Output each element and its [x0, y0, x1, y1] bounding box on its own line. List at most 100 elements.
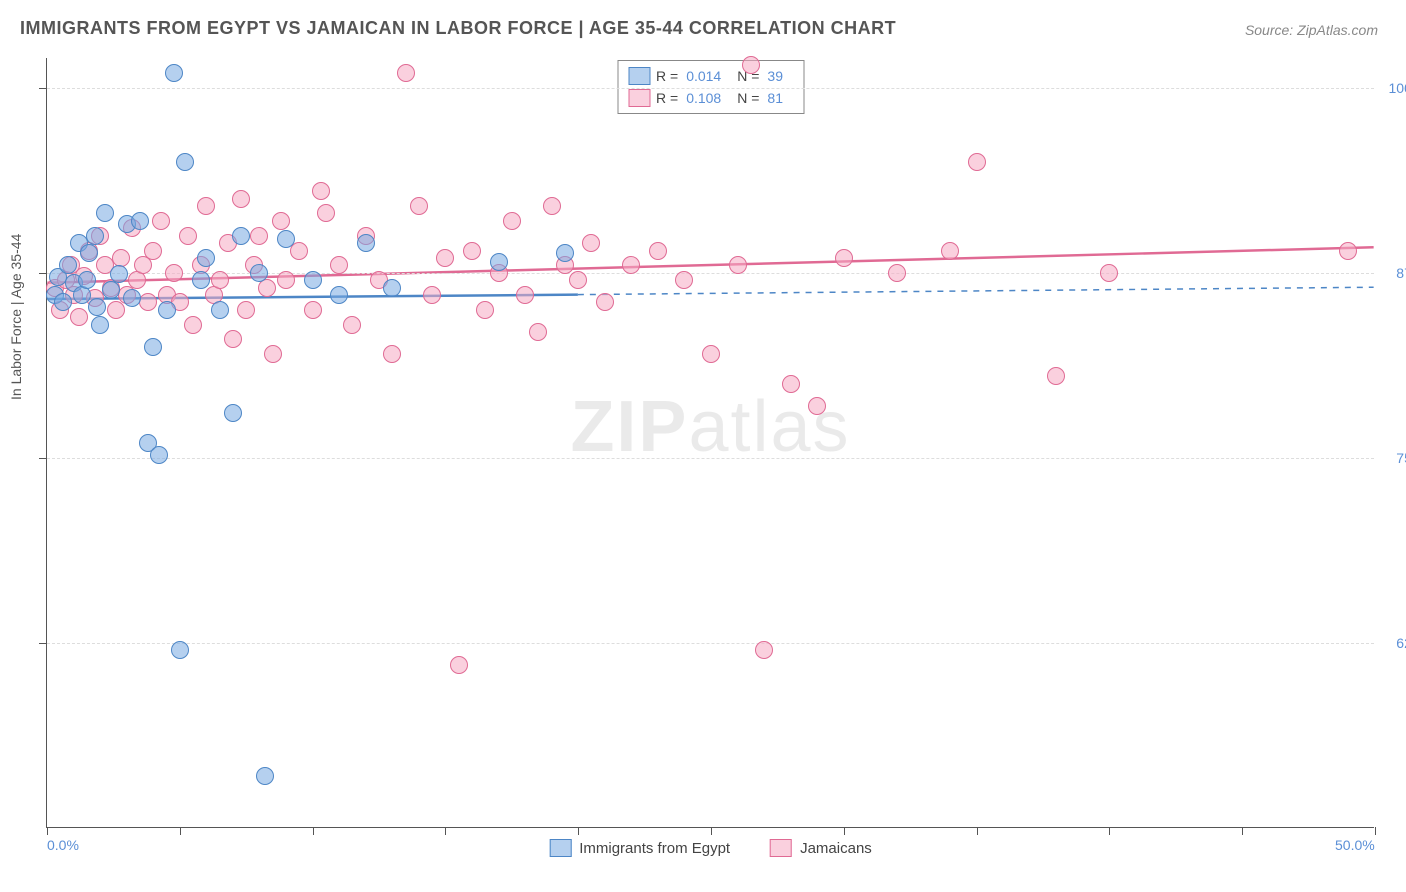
data-point-jamaicans — [582, 234, 600, 252]
data-point-jamaicans — [144, 242, 162, 260]
data-point-jamaicans — [649, 242, 667, 260]
trend-lines — [47, 58, 1374, 827]
data-point-jamaicans — [107, 301, 125, 319]
data-point-jamaicans — [70, 308, 88, 326]
data-point-jamaicans — [383, 345, 401, 363]
legend-label: Immigrants from Egypt — [579, 840, 730, 857]
data-point-jamaicans — [264, 345, 282, 363]
data-point-egypt — [232, 227, 250, 245]
data-point-egypt — [165, 64, 183, 82]
data-point-egypt — [144, 338, 162, 356]
data-point-egypt — [158, 301, 176, 319]
data-point-jamaicans — [742, 56, 760, 74]
legend-label: Jamaicans — [800, 840, 872, 857]
data-point-egypt — [277, 230, 295, 248]
y-tick-label: 87.5% — [1396, 265, 1406, 281]
data-point-egypt — [192, 271, 210, 289]
legend-r_label: R = — [656, 87, 678, 109]
legend-swatch-pink — [770, 839, 792, 857]
y-tick-label: 75.0% — [1396, 450, 1406, 466]
data-point-egypt — [91, 316, 109, 334]
data-point-jamaicans — [755, 641, 773, 659]
data-point-jamaicans — [423, 286, 441, 304]
data-point-jamaicans — [179, 227, 197, 245]
y-tick — [39, 458, 47, 459]
page-title: IMMIGRANTS FROM EGYPT VS JAMAICAN IN LAB… — [20, 18, 896, 39]
data-point-egypt — [224, 404, 242, 422]
x-tick — [445, 827, 446, 835]
data-point-jamaicans — [808, 397, 826, 415]
data-point-jamaicans — [112, 249, 130, 267]
data-point-jamaicans — [1047, 367, 1065, 385]
x-tick-label: 0.0% — [47, 837, 79, 853]
data-point-jamaicans — [782, 375, 800, 393]
data-point-egypt — [54, 293, 72, 311]
data-point-jamaicans — [503, 212, 521, 230]
legend-r_val: 0.108 — [686, 87, 721, 109]
data-point-egypt — [171, 641, 189, 659]
data-point-egypt — [330, 286, 348, 304]
y-tick — [39, 88, 47, 89]
data-point-egypt — [88, 298, 106, 316]
data-point-jamaicans — [277, 271, 295, 289]
data-point-egypt — [197, 249, 215, 267]
data-point-jamaicans — [463, 242, 481, 260]
data-point-jamaicans — [702, 345, 720, 363]
legend-swatch-blue — [549, 839, 571, 857]
data-point-jamaicans — [410, 197, 428, 215]
data-point-egypt — [357, 234, 375, 252]
data-point-jamaicans — [134, 256, 152, 274]
data-point-jamaicans — [165, 264, 183, 282]
x-tick — [313, 827, 314, 835]
x-tick — [711, 827, 712, 835]
gridline — [47, 273, 1374, 274]
y-tick — [39, 643, 47, 644]
data-point-jamaicans — [569, 271, 587, 289]
legend-swatch-blue — [628, 67, 650, 85]
legend-n_label: N = — [737, 87, 759, 109]
data-point-jamaicans — [250, 227, 268, 245]
legend-bottom: Immigrants from Egypt Jamaicans — [549, 839, 872, 857]
data-point-jamaicans — [622, 256, 640, 274]
legend-n_val: 39 — [767, 65, 783, 87]
x-tick — [844, 827, 845, 835]
data-point-jamaicans — [211, 271, 229, 289]
x-tick — [578, 827, 579, 835]
scatter-plot: ZIPatlas R =0.014N =39R =0.108N =81 Immi… — [46, 58, 1374, 828]
gridline — [47, 643, 1374, 644]
data-point-jamaicans — [312, 182, 330, 200]
data-point-jamaicans — [317, 204, 335, 222]
data-point-jamaicans — [729, 256, 747, 274]
data-point-jamaicans — [476, 301, 494, 319]
data-point-jamaicans — [343, 316, 361, 334]
data-point-jamaicans — [197, 197, 215, 215]
x-tick — [977, 827, 978, 835]
data-point-egypt — [110, 265, 128, 283]
data-point-egypt — [490, 253, 508, 271]
gridline — [47, 88, 1374, 89]
data-point-jamaicans — [232, 190, 250, 208]
data-point-jamaicans — [330, 256, 348, 274]
data-point-jamaicans — [224, 330, 242, 348]
legend-n_val: 81 — [767, 87, 783, 109]
watermark: ZIPatlas — [570, 386, 850, 468]
legend-swatch-pink — [628, 89, 650, 107]
data-point-egypt — [78, 271, 96, 289]
data-point-egypt — [59, 256, 77, 274]
x-tick — [1375, 827, 1376, 835]
data-point-jamaicans — [450, 656, 468, 674]
data-point-jamaicans — [529, 323, 547, 341]
data-point-jamaicans — [516, 286, 534, 304]
legend-r_val: 0.014 — [686, 65, 721, 87]
data-point-egypt — [256, 767, 274, 785]
data-point-jamaicans — [139, 293, 157, 311]
y-axis-label: In Labor Force | Age 35-44 — [8, 234, 24, 400]
data-point-egypt — [556, 244, 574, 262]
data-point-jamaicans — [543, 197, 561, 215]
data-point-jamaicans — [1339, 242, 1357, 260]
x-tick-label: 50.0% — [1335, 837, 1375, 853]
data-point-jamaicans — [675, 271, 693, 289]
data-point-egypt — [86, 227, 104, 245]
data-point-jamaicans — [596, 293, 614, 311]
data-point-egypt — [250, 264, 268, 282]
